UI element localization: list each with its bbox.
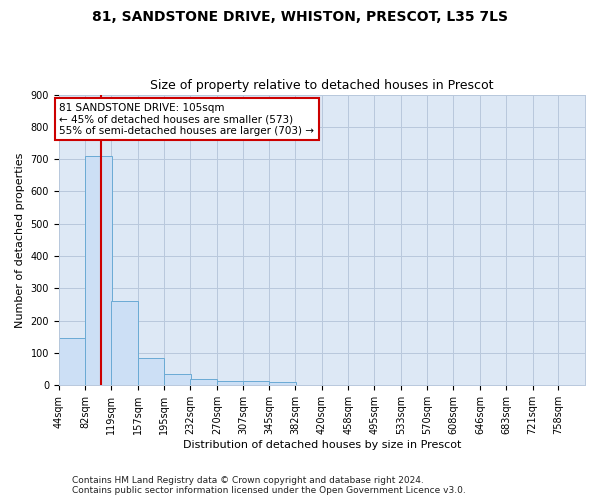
- Bar: [59, 338, 85, 386]
- Bar: [269, 382, 296, 386]
- Text: 81, SANDSTONE DRIVE, WHISTON, PRESCOT, L35 7LS: 81, SANDSTONE DRIVE, WHISTON, PRESCOT, L…: [92, 10, 508, 24]
- Text: 81 SANDSTONE DRIVE: 105sqm
← 45% of detached houses are smaller (573)
55% of sem: 81 SANDSTONE DRIVE: 105sqm ← 45% of deta…: [59, 102, 314, 136]
- Bar: [85, 156, 112, 386]
- Bar: [243, 381, 269, 386]
- Bar: [217, 381, 244, 386]
- Bar: [111, 300, 138, 386]
- Bar: [138, 358, 164, 386]
- Bar: [190, 378, 217, 386]
- Text: Contains HM Land Registry data © Crown copyright and database right 2024.
Contai: Contains HM Land Registry data © Crown c…: [72, 476, 466, 495]
- Bar: [164, 374, 191, 386]
- X-axis label: Distribution of detached houses by size in Prescot: Distribution of detached houses by size …: [183, 440, 461, 450]
- Title: Size of property relative to detached houses in Prescot: Size of property relative to detached ho…: [150, 79, 494, 92]
- Y-axis label: Number of detached properties: Number of detached properties: [15, 152, 25, 328]
